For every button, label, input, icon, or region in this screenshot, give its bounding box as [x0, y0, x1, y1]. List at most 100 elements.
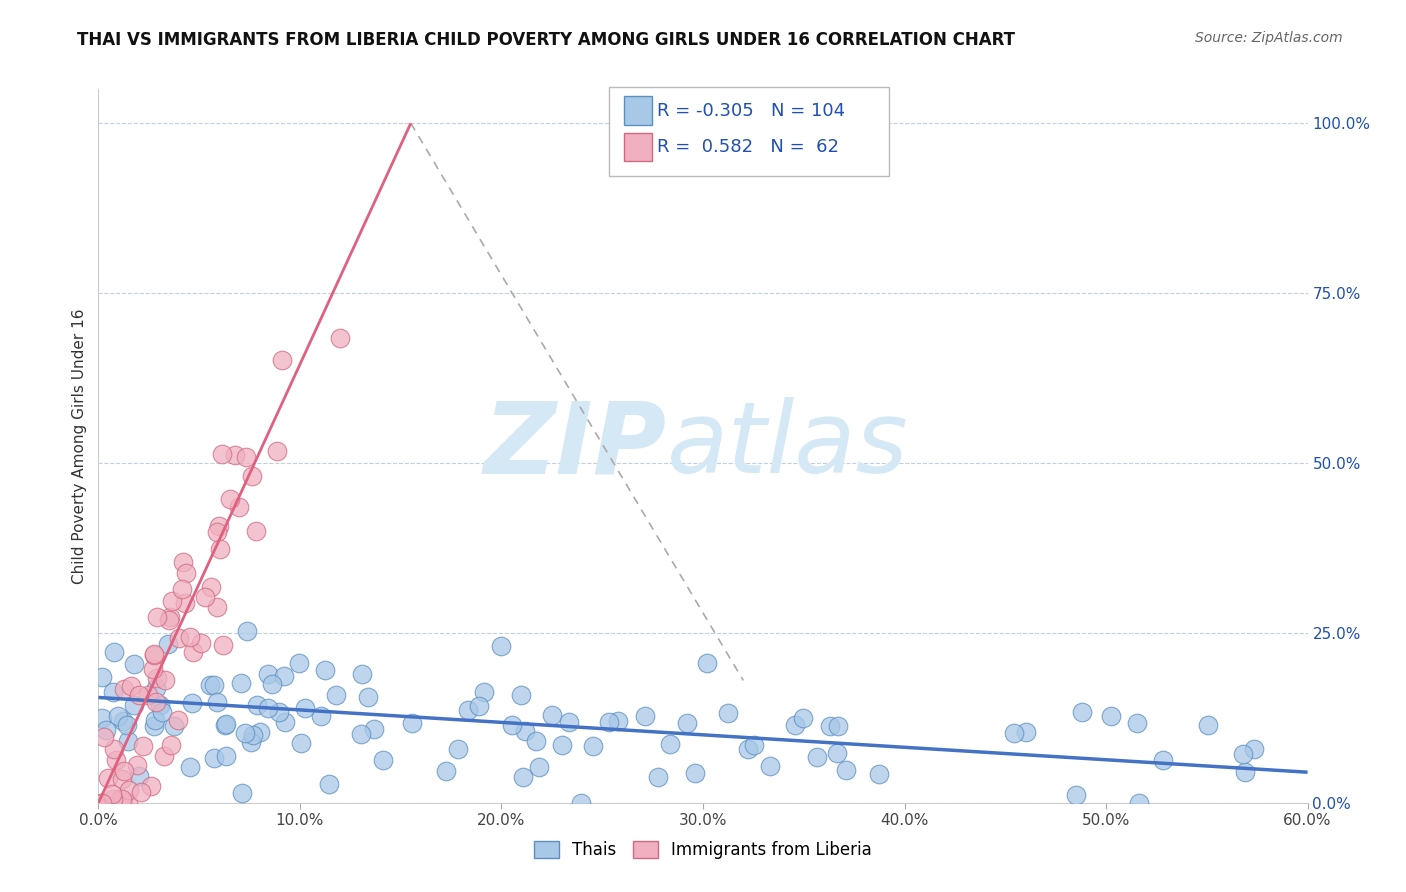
- Point: [97, 771, 120, 785]
- Point: [143, 713, 166, 727]
- Point: [167, 632, 190, 646]
- Point: [117, 796, 139, 810]
- Point: [143, 719, 166, 733]
- Point: [145, 609, 167, 624]
- Point: [1064, 789, 1087, 803]
- Point: [231, 786, 253, 800]
- Point: [233, 725, 256, 739]
- Point: [541, 708, 564, 723]
- Point: [132, 739, 155, 754]
- Point: [434, 764, 457, 779]
- Point: [112, 681, 135, 696]
- Point: [231, 676, 253, 690]
- Point: [125, 757, 148, 772]
- Point: [111, 772, 134, 787]
- Point: [269, 705, 291, 719]
- Point: [129, 785, 152, 799]
- Point: [271, 353, 294, 368]
- Point: [274, 714, 297, 729]
- Point: [153, 673, 176, 687]
- Point: [607, 714, 630, 728]
- Point: [783, 717, 806, 731]
- Point: [136, 688, 159, 702]
- Text: THAI VS IMMIGRANTS FROM LIBERIA CHILD POVERTY AMONG GIRLS UNDER 16 CORRELATION C: THAI VS IMMIGRANTS FROM LIBERIA CHILD PO…: [77, 31, 1015, 49]
- Point: [122, 698, 145, 713]
- Point: [558, 715, 581, 730]
- Point: [806, 750, 828, 764]
- Point: [172, 582, 194, 596]
- Point: [273, 668, 295, 682]
- Point: [163, 719, 186, 733]
- Point: [515, 724, 537, 739]
- Point: [659, 737, 682, 751]
- Point: [91, 711, 114, 725]
- Point: [318, 777, 340, 791]
- Point: [104, 753, 127, 767]
- Point: [215, 717, 238, 731]
- Point: [211, 638, 233, 652]
- Point: [143, 647, 166, 661]
- Point: [181, 696, 204, 710]
- Point: [91, 670, 114, 684]
- Point: [112, 714, 135, 728]
- Point: [208, 541, 231, 556]
- Point: [181, 644, 204, 658]
- Legend: Thais, Immigrants from Liberia: Thais, Immigrants from Liberia: [527, 834, 879, 866]
- Point: [128, 769, 150, 783]
- Text: ZIP: ZIP: [484, 398, 666, 494]
- Point: [202, 678, 225, 692]
- Point: [103, 685, 125, 699]
- Point: [107, 709, 129, 723]
- Point: [825, 746, 848, 760]
- Point: [246, 698, 269, 712]
- Point: [207, 599, 229, 614]
- Point: [204, 751, 226, 765]
- Point: [224, 448, 246, 462]
- Point: [198, 678, 221, 692]
- Point: [835, 763, 858, 777]
- Point: [512, 771, 534, 785]
- Point: [93, 730, 115, 744]
- Point: [260, 677, 283, 691]
- Point: [122, 657, 145, 671]
- Point: [527, 759, 550, 773]
- Point: [194, 591, 217, 605]
- Point: [501, 717, 523, 731]
- Text: Source: ZipAtlas.com: Source: ZipAtlas.com: [1195, 31, 1343, 45]
- Point: [294, 701, 316, 715]
- Point: [110, 792, 132, 806]
- Point: [1015, 725, 1038, 739]
- Point: [257, 667, 280, 681]
- Point: [349, 727, 371, 741]
- Point: [91, 796, 114, 810]
- Point: [489, 640, 512, 654]
- Point: [266, 444, 288, 458]
- Point: [582, 739, 605, 754]
- Point: [112, 764, 135, 778]
- Point: [598, 715, 620, 730]
- Point: [101, 787, 124, 801]
- Point: [551, 738, 574, 752]
- Point: [634, 709, 657, 723]
- Point: [179, 760, 201, 774]
- Point: [153, 749, 176, 764]
- Point: [208, 519, 231, 533]
- Point: [1197, 718, 1219, 732]
- Point: [309, 709, 332, 723]
- Text: R = -0.305   N = 104: R = -0.305 N = 104: [657, 102, 845, 120]
- Point: [827, 719, 849, 733]
- Point: [256, 701, 278, 715]
- Point: [146, 671, 169, 685]
- Point: [401, 715, 423, 730]
- Point: [145, 695, 167, 709]
- Point: [314, 663, 336, 677]
- Point: [157, 613, 180, 627]
- Point: [128, 688, 150, 702]
- Point: [215, 748, 238, 763]
- Point: [120, 679, 142, 693]
- Point: [228, 500, 250, 515]
- Point: [96, 723, 118, 737]
- Point: [717, 706, 740, 720]
- Point: [174, 596, 197, 610]
- Text: R =  0.582   N =  62: R = 0.582 N = 62: [657, 138, 838, 156]
